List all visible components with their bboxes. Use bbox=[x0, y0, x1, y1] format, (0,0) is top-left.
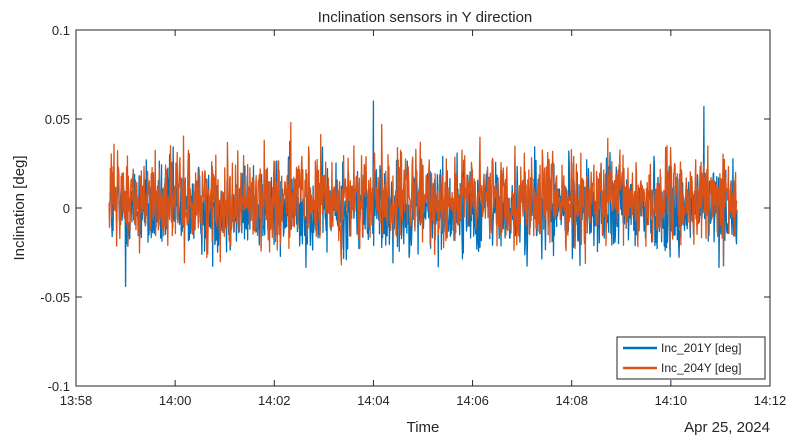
x-tick-label: 13:58 bbox=[60, 393, 93, 408]
y-tick-label: -0.05 bbox=[40, 290, 70, 305]
x-ticks: 13:58 14:00 14:02 14:04 14:06 14:08 14:10 14:12 bbox=[60, 30, 787, 408]
legend-box bbox=[616, 336, 766, 380]
legend-label-inc-201y: Inc_201Y [deg] bbox=[661, 341, 742, 355]
series-line-inc-204y bbox=[108, 121, 738, 266]
legend-label-inc-204y: Inc_204Y [deg] bbox=[661, 361, 742, 375]
y-tick-label: 0 bbox=[63, 201, 70, 216]
x-tick-label: 14:08 bbox=[555, 393, 588, 408]
x-axis-secondary-label: Apr 25, 2024 bbox=[684, 419, 770, 436]
x-tick-label: 14:06 bbox=[456, 393, 489, 408]
x-tick-label: 14:02 bbox=[258, 393, 291, 408]
chart-title: Inclination sensors in Y direction bbox=[318, 9, 533, 26]
y-tick-label: 0.05 bbox=[45, 112, 70, 127]
y-axis-label: Inclination [deg] bbox=[11, 155, 28, 260]
legend: Inc_201Y [deg] Inc_204Y [deg] bbox=[616, 336, 766, 380]
y-tick-label: 0.1 bbox=[52, 23, 70, 38]
x-tick-label: 14:10 bbox=[655, 393, 688, 408]
y-tick-label: -0.1 bbox=[48, 379, 70, 394]
y-ticks: -0.1 -0.05 0 0.05 0.1 bbox=[40, 23, 770, 394]
x-tick-label: 14:12 bbox=[754, 393, 787, 408]
x-tick-label: 14:04 bbox=[357, 393, 390, 408]
x-axis-label: Time bbox=[407, 419, 440, 436]
x-tick-label: 14:00 bbox=[159, 393, 192, 408]
series-layer bbox=[108, 100, 738, 287]
